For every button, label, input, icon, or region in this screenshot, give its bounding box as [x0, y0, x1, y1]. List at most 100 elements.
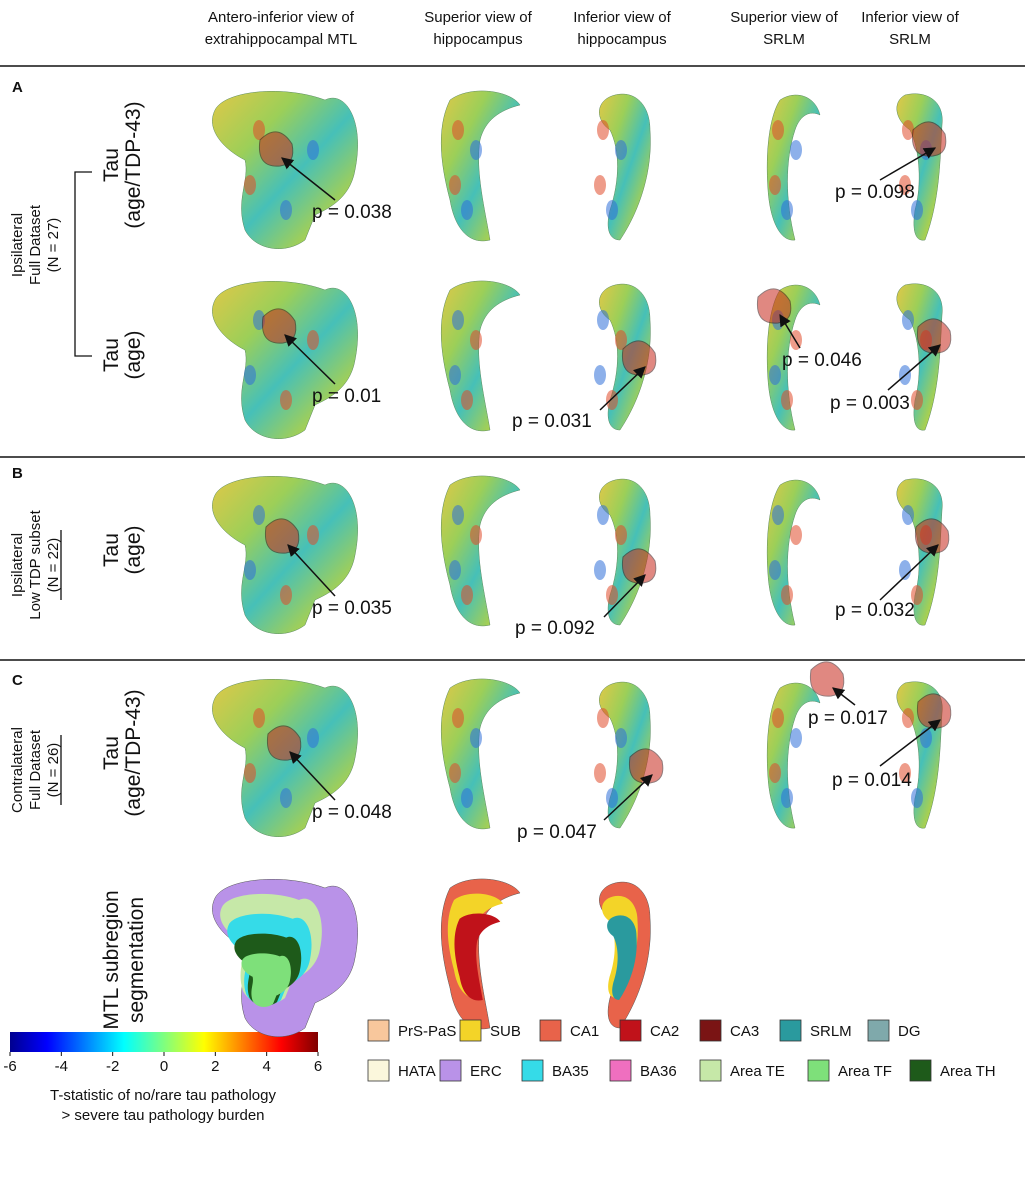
legend-swatch [440, 1060, 461, 1081]
p-value: p = 0.047 [517, 822, 597, 843]
surface [212, 91, 357, 248]
surface-patch [597, 310, 609, 330]
legend-swatch [610, 1060, 631, 1081]
p-value: p = 0.048 [312, 802, 392, 823]
legend-label: CA3 [730, 1023, 759, 1040]
column-header: extrahippocampal MTL [205, 31, 358, 48]
column-header: hippocampus [433, 31, 522, 48]
row-label: MTL subregion [100, 890, 123, 1029]
row-label: Tau [100, 148, 123, 182]
surface-patch [253, 505, 265, 525]
legend-swatch [808, 1060, 829, 1081]
surface-render [441, 679, 520, 829]
panel-letter: B [12, 465, 23, 482]
legend-swatch [460, 1020, 481, 1041]
group-label: Low TDP subset [27, 509, 44, 619]
group-label: Full Dataset [27, 729, 44, 810]
row-label: Tau [100, 338, 123, 372]
surface-patch [781, 390, 793, 410]
group-label: Ipsilateral [9, 533, 26, 597]
surface-patch [769, 763, 781, 783]
surface-patch [452, 310, 464, 330]
surface-patch [615, 525, 627, 545]
arrow [833, 688, 855, 705]
colorbar-tick-label: -6 [3, 1058, 16, 1075]
surface-patch [781, 200, 793, 220]
surface-patch [606, 788, 618, 808]
legend-label: CA2 [650, 1023, 679, 1040]
surface [767, 480, 820, 625]
column-header: Antero-inferior view of [208, 9, 355, 26]
legend-swatch [910, 1060, 931, 1081]
surface [441, 476, 520, 626]
surface-patch [597, 505, 609, 525]
surface-patch [461, 585, 473, 605]
surface-patch [452, 708, 464, 728]
surface-patch [594, 175, 606, 195]
surface-patch [449, 365, 461, 385]
surface-patch [307, 140, 319, 160]
surface-patch [615, 728, 627, 748]
legend-label: SUB [490, 1023, 521, 1040]
legend-label: CA1 [570, 1023, 599, 1040]
colorbar-tick-label: 2 [211, 1058, 219, 1075]
colorbar-tick-label: 4 [262, 1058, 270, 1075]
panel-letter: A [12, 79, 23, 96]
p-value: p = 0.038 [312, 202, 392, 223]
surface-patch [772, 120, 784, 140]
surface-patch [280, 585, 292, 605]
surface-patch [790, 140, 802, 160]
surface-patch [594, 365, 606, 385]
surface-patch [790, 728, 802, 748]
surface-render [594, 94, 650, 240]
legend-swatch [368, 1020, 389, 1041]
surface-patch [280, 390, 292, 410]
surface [212, 281, 357, 438]
legend-label: Area TE [730, 1063, 785, 1080]
column-header: Inferior view of [573, 9, 671, 26]
surface-patch [449, 763, 461, 783]
colorbar-label: T-statistic of no/rare tau pathology [50, 1087, 276, 1104]
row-label: segmentation [125, 897, 148, 1023]
surface-patch [911, 788, 923, 808]
bracket [75, 172, 92, 356]
surface-patch [606, 585, 618, 605]
surface-patch [470, 140, 482, 160]
surface-patch [244, 365, 256, 385]
surface-patch [769, 365, 781, 385]
surface-render [441, 476, 520, 626]
legend-label: Area TF [838, 1063, 892, 1080]
surface-patch [452, 120, 464, 140]
group-label: Contralateral [9, 727, 26, 813]
legend-label: Area TH [940, 1063, 996, 1080]
surface-patch [307, 330, 319, 350]
surface-patch [253, 708, 265, 728]
surface-patch [902, 708, 914, 728]
legend-swatch [368, 1060, 389, 1081]
legend-swatch [620, 1020, 641, 1041]
legend-label: DG [898, 1023, 921, 1040]
p-value: p = 0.035 [312, 598, 392, 619]
surface-patch [597, 708, 609, 728]
p-value: p = 0.014 [832, 770, 912, 791]
surface-patch [461, 390, 473, 410]
legend-swatch [540, 1020, 561, 1041]
p-value: p = 0.092 [515, 618, 595, 639]
p-value: p = 0.003 [830, 393, 910, 414]
highlight-region [622, 549, 655, 583]
surface [441, 679, 520, 829]
colorbar-tick-label: 0 [160, 1058, 168, 1075]
surface [599, 94, 650, 240]
legend-swatch [780, 1020, 801, 1041]
group-label: (N = 27) [45, 218, 62, 273]
surface-patch [594, 560, 606, 580]
p-value: p = 0.032 [835, 600, 915, 621]
surface-patch [470, 330, 482, 350]
row-label: (age) [122, 330, 145, 379]
colorbar-tick-label: 6 [314, 1058, 322, 1075]
surface-render [441, 281, 520, 431]
legend-label: BA36 [640, 1063, 677, 1080]
surface [767, 683, 820, 828]
surface-render [767, 683, 820, 828]
surface-render [767, 480, 820, 625]
